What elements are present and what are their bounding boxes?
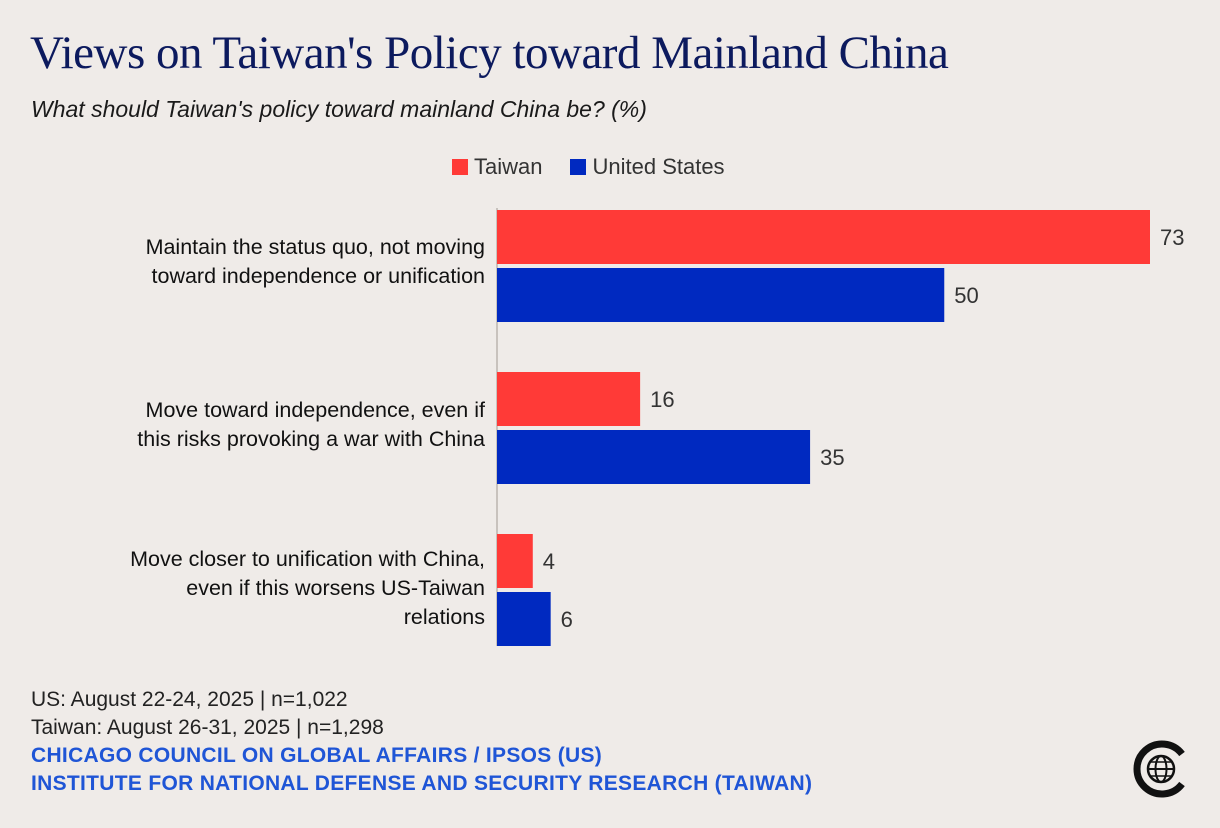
data-label-taiwan-2: 4 <box>543 549 555 574</box>
page-title: Views on Taiwan's Policy toward Mainland… <box>30 27 949 79</box>
legend-item-united-states: United States <box>570 154 725 180</box>
globe-c-logo-icon <box>1133 740 1185 798</box>
legend-item-taiwan: Taiwan <box>452 154 542 180</box>
legend-label-united-states: United States <box>592 154 725 179</box>
bar-united-states-0 <box>497 268 945 322</box>
footer-us-sample: US: August 22-24, 2025 | n=1,022 <box>31 688 348 711</box>
data-label-taiwan-1: 16 <box>650 387 674 412</box>
footer: US: August 22-24, 2025 | n=1,022 Taiwan:… <box>31 686 812 798</box>
bar-united-states-2 <box>497 592 551 646</box>
bar-taiwan-2 <box>497 534 533 588</box>
data-label-taiwan-0: 73 <box>1160 225 1184 250</box>
page-subtitle: What should Taiwan's policy toward mainl… <box>31 96 647 122</box>
footer-source-2: INSTITUTE FOR NATIONAL DEFENSE AND SECUR… <box>31 772 813 795</box>
data-label-united-states-1: 35 <box>820 445 844 470</box>
category-label-status-quo: Maintain the status quo, not moving towa… <box>145 235 485 288</box>
legend-swatch-taiwan <box>452 159 468 175</box>
bar-chart: 73 50 16 35 4 6 <box>496 208 1184 646</box>
data-label-united-states-2: 6 <box>561 607 573 632</box>
category-label-unification: Move closer to unification with China, e… <box>130 547 485 629</box>
footer-source-1: CHICAGO COUNCIL ON GLOBAL AFFAIRS / IPSO… <box>31 744 603 767</box>
legend-label-taiwan: Taiwan <box>474 154 543 179</box>
footer-taiwan-sample: Taiwan: August 26-31, 2025 | n=1,298 <box>31 716 384 739</box>
bar-taiwan-0 <box>497 210 1150 264</box>
legend: Taiwan United States <box>452 154 725 180</box>
category-label-independence: Move toward independence, even if this r… <box>137 398 485 451</box>
bar-taiwan-1 <box>497 372 641 426</box>
legend-swatch-united-states <box>570 159 587 175</box>
data-label-united-states-0: 50 <box>954 283 978 308</box>
bar-united-states-1 <box>497 430 811 484</box>
